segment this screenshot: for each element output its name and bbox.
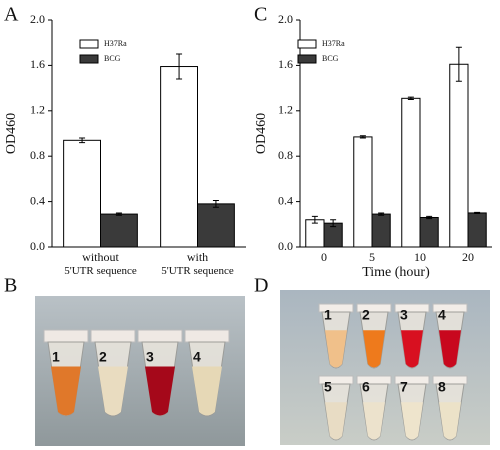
cap: [137, 329, 183, 343]
y-tick-label: 1.6: [30, 57, 45, 71]
y-tick-label: 0.0: [278, 239, 293, 253]
liquid: [325, 330, 347, 368]
bar: [197, 203, 235, 248]
y-axis-label: OD460: [4, 113, 19, 154]
liquid: [51, 366, 81, 416]
liquid: [401, 402, 423, 440]
y-tick-label: 0.8: [278, 148, 293, 162]
error-bar: [378, 212, 385, 216]
bar: [419, 216, 439, 248]
y-tick-label: 2.0: [30, 12, 45, 26]
error-bar: [311, 215, 318, 224]
tube-label: 6: [362, 379, 370, 395]
tube-label: 3: [400, 307, 408, 323]
error-bar: [79, 137, 86, 144]
y-tick-label: 1.2: [278, 103, 293, 117]
tube-label: 3: [146, 349, 154, 365]
x-tick-label: without 5'UTR sequence: [64, 250, 137, 277]
liquid: [363, 330, 385, 368]
cap: [184, 329, 230, 343]
cap: [43, 329, 89, 343]
x-tick-label: 0: [321, 250, 327, 264]
tube-label: 1: [324, 307, 332, 323]
tube-label: 2: [362, 307, 370, 323]
error-bar: [176, 53, 183, 80]
bar: [100, 213, 138, 248]
y-axis-label: OD460: [254, 113, 269, 154]
liquid: [192, 366, 222, 416]
tube-label: 4: [193, 349, 201, 365]
panel-label: D: [254, 275, 268, 297]
tube-label: 4: [438, 307, 446, 323]
liquid: [363, 402, 385, 440]
liquid: [401, 330, 423, 368]
liquid: [439, 402, 461, 440]
error-bar: [407, 96, 414, 100]
tube-label: 5: [324, 379, 332, 395]
tube-label: 1: [52, 349, 60, 365]
error-bar: [115, 212, 122, 216]
legend-label: BCG: [322, 54, 339, 63]
panel-label: B: [4, 275, 17, 297]
legend-swatch: [297, 39, 317, 49]
bar: [160, 66, 198, 248]
x-tick-label: 5: [369, 250, 375, 264]
liquid: [98, 366, 128, 416]
error-bar: [359, 135, 366, 139]
legend-swatch: [79, 39, 99, 49]
tube-label: 2: [99, 349, 107, 365]
legend-swatch: [297, 54, 317, 64]
liquid: [325, 402, 347, 440]
y-tick-label: 0.0: [30, 239, 45, 253]
legend-label: H37Ra: [104, 39, 127, 48]
bar: [371, 213, 391, 248]
x-tick-label: 10: [414, 250, 426, 264]
cap: [90, 329, 136, 343]
tube-label: 8: [438, 379, 446, 395]
bar: [63, 139, 101, 248]
y-tick-label: 0.4: [30, 193, 45, 207]
bar: [449, 63, 469, 248]
bar: [353, 136, 373, 248]
error-bar: [426, 215, 433, 220]
panel-label: C: [254, 4, 267, 26]
error-bar: [474, 211, 481, 215]
bar: [467, 212, 487, 248]
y-tick-label: 0.4: [278, 193, 293, 207]
y-tick-label: 0.8: [30, 148, 45, 162]
x-tick-label: with 5'UTR sequence: [161, 250, 234, 277]
x-axis-label: Time (hour): [362, 265, 430, 280]
y-tick-label: 2.0: [278, 12, 293, 26]
error-bar: [330, 219, 337, 228]
liquid: [145, 366, 175, 416]
y-tick-label: 1.2: [30, 103, 45, 117]
legend-label: BCG: [104, 54, 121, 63]
panel-label: A: [4, 4, 19, 26]
tube-label: 7: [400, 379, 408, 395]
liquid: [439, 330, 461, 368]
legend-label: H37Ra: [322, 39, 345, 48]
error-bar: [455, 46, 462, 82]
y-tick-label: 1.6: [278, 57, 293, 71]
bar: [401, 97, 421, 248]
x-tick-label: 20: [462, 250, 474, 264]
error-bar: [212, 199, 219, 208]
bar: [305, 219, 325, 248]
legend-swatch: [79, 54, 99, 64]
